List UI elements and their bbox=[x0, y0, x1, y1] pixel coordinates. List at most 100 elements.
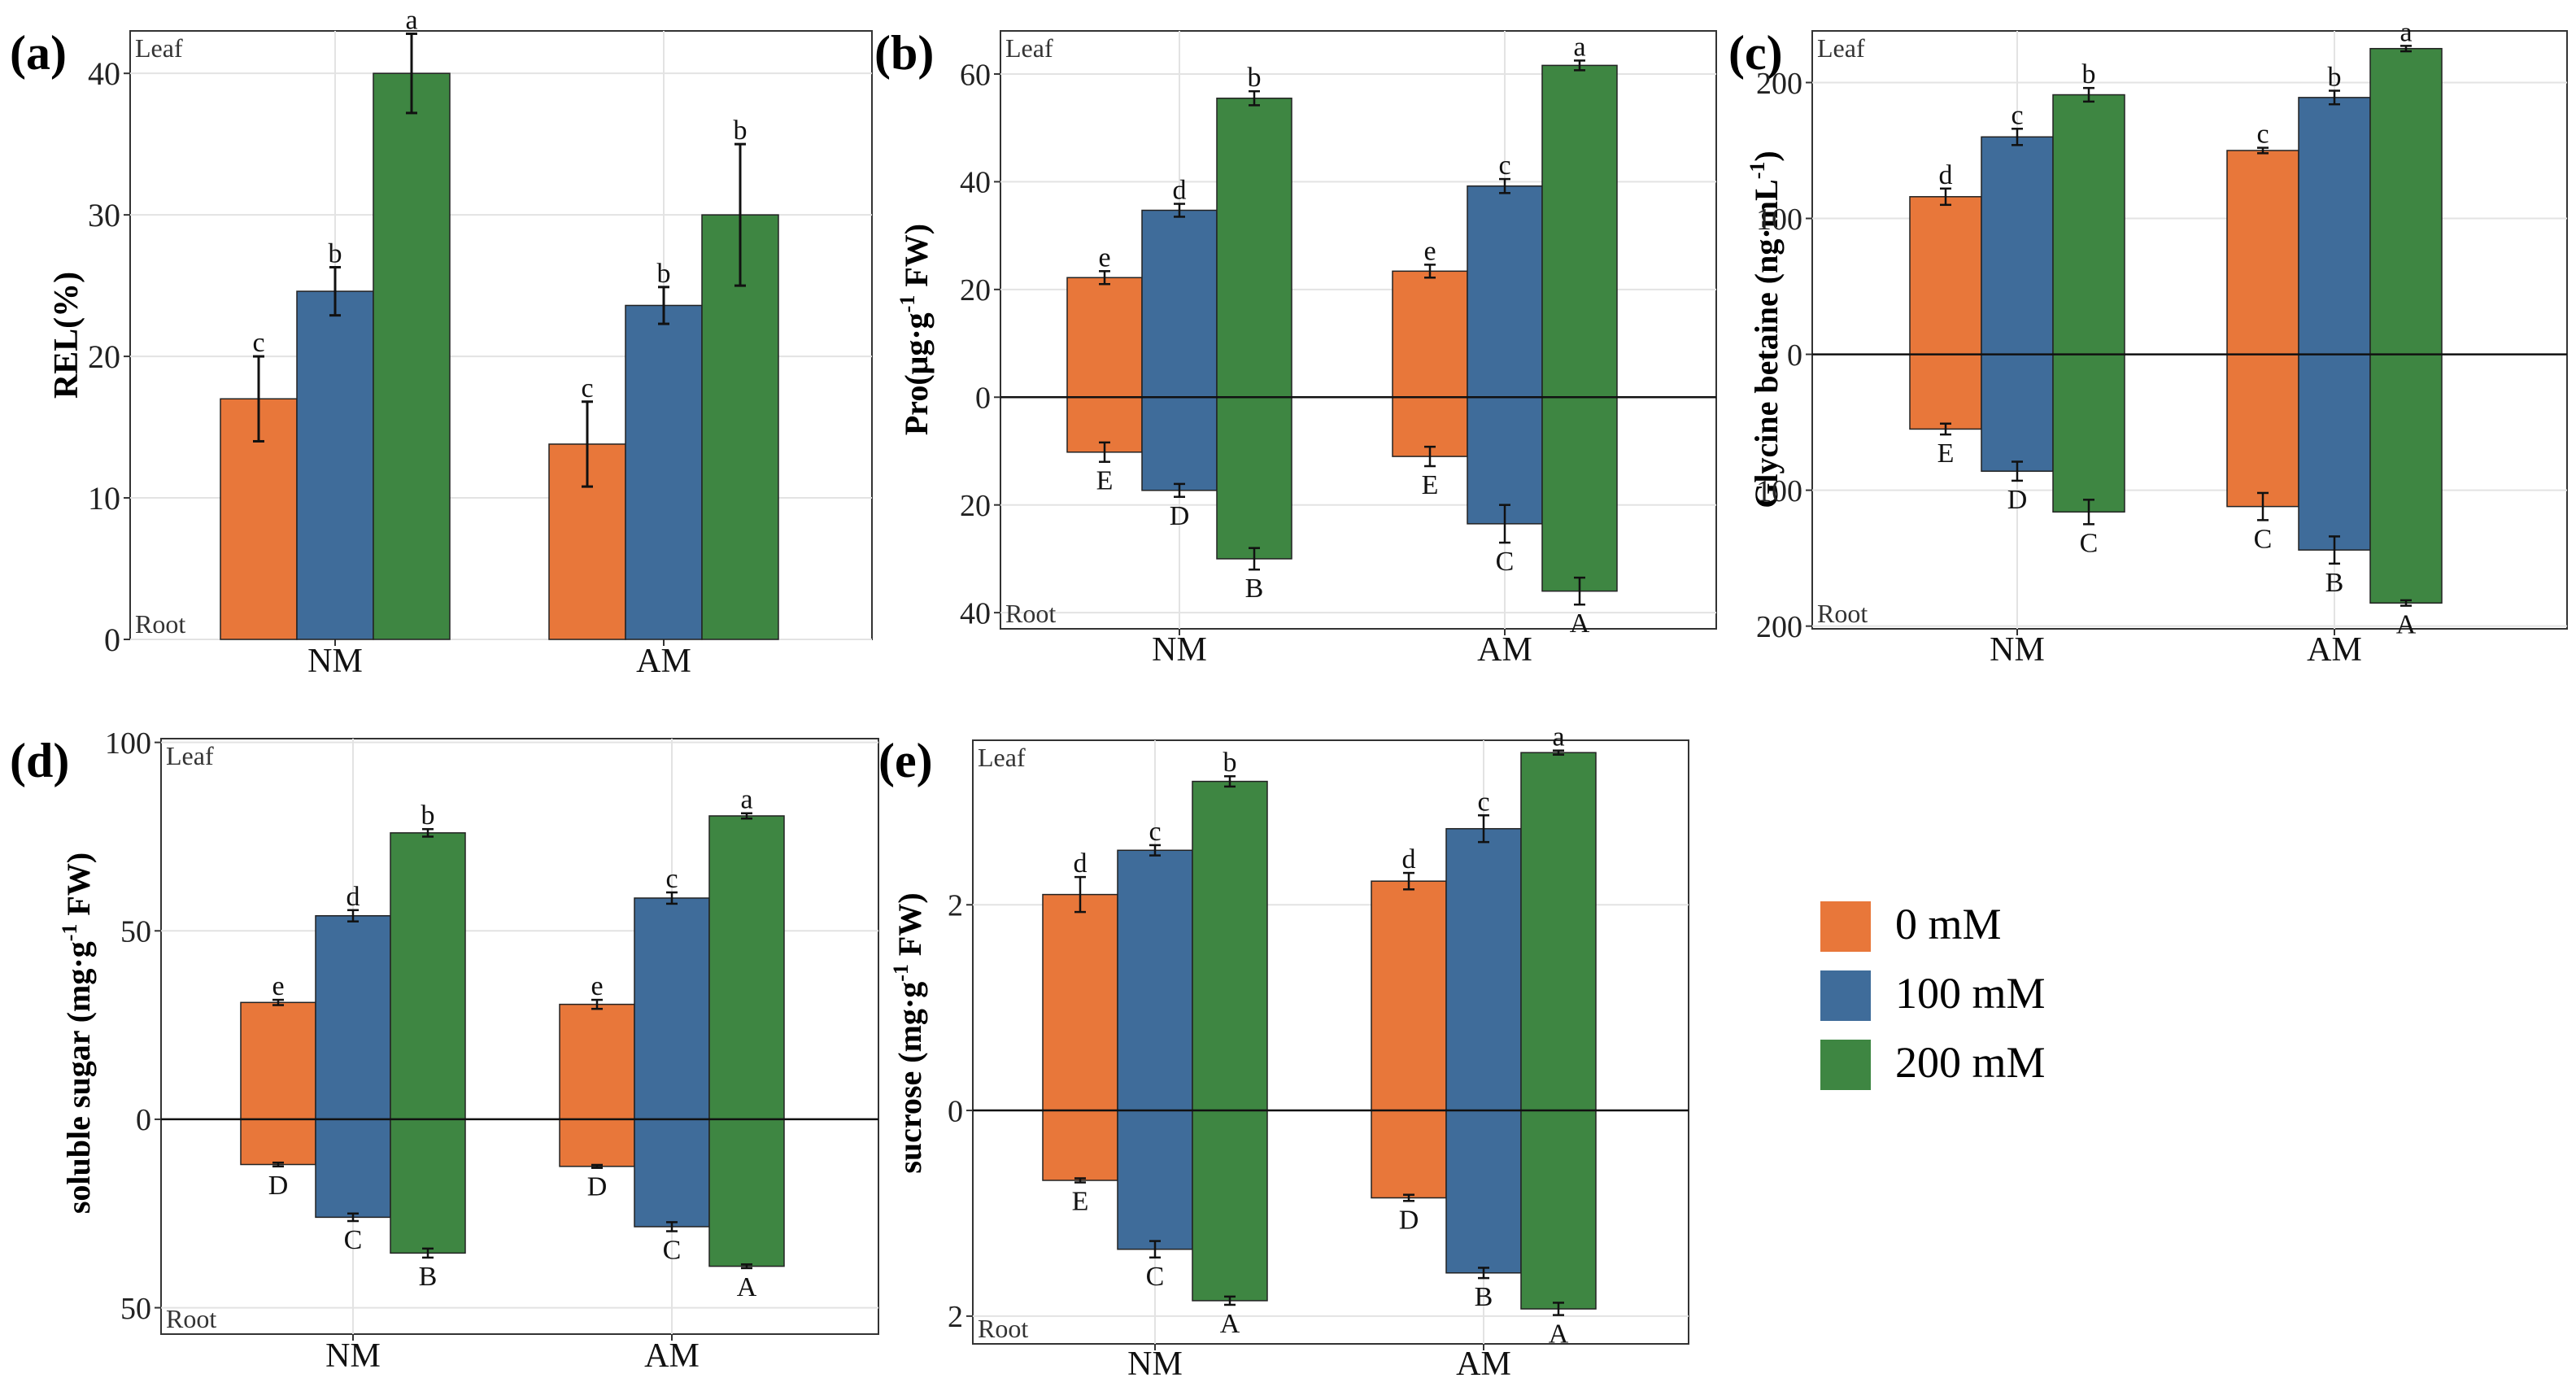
significance-letter-a: b bbox=[734, 116, 748, 146]
x-category-label-a: AM bbox=[636, 643, 691, 680]
significance-letter-root-c: A bbox=[2396, 610, 2417, 640]
significance-letter-root-b: E bbox=[1422, 470, 1439, 500]
significance-letter-leaf-c: d bbox=[1939, 160, 1953, 190]
legend-swatch-200mm bbox=[1820, 1040, 1871, 1090]
bar-e bbox=[1520, 752, 1597, 1310]
significance-letter-root-c: D bbox=[2007, 485, 2028, 515]
significance-letter-root-c: E bbox=[1937, 438, 1955, 469]
significance-letter-leaf-c: b bbox=[2328, 63, 2342, 93]
bar-d bbox=[390, 832, 466, 1254]
x-category-label-c: NM bbox=[1990, 631, 2045, 669]
panel-e-marks: 2 0 2 NM AM Leaf Root d Ed Dc Cc Bb Aa A bbox=[948, 722, 1689, 1383]
y-axis-label-c-main: Glycine betaine (ng·mL bbox=[1748, 179, 1785, 508]
bar-c bbox=[1981, 136, 2054, 472]
y-tick-label-e: 2 bbox=[948, 1300, 963, 1334]
y-tick-label-c: 200 bbox=[1756, 610, 1802, 644]
significance-letter-leaf-e: d bbox=[1074, 848, 1087, 879]
y-axis-label-b-sup: -1 bbox=[896, 295, 919, 313]
significance-letter-root-c: B bbox=[2325, 568, 2344, 598]
bar-c bbox=[2226, 150, 2299, 508]
bar-d bbox=[634, 897, 710, 1228]
significance-letter-leaf-c: b bbox=[2082, 59, 2096, 89]
significance-letter-root-e: B bbox=[1475, 1282, 1493, 1312]
bar-c bbox=[2052, 94, 2125, 513]
bar-a bbox=[296, 290, 374, 640]
significance-letter-a: c bbox=[252, 328, 264, 358]
bar-a bbox=[625, 304, 703, 640]
bar-b bbox=[1216, 98, 1292, 560]
y-tick-label-a: 30 bbox=[88, 197, 120, 233]
y-axis-label-e-tail: FW) bbox=[891, 892, 928, 964]
significance-letter-leaf-b: d bbox=[1173, 176, 1187, 206]
panel-b-marks: 40 20 0 20 40 60 NM AM Leaf Root e Ee Ed Dc Cb Ba A bbox=[960, 31, 1716, 669]
y-tick-label-a: 40 bbox=[88, 55, 120, 92]
significance-letter-root-e: D bbox=[1399, 1205, 1419, 1235]
significance-letter-root-b: A bbox=[1570, 608, 1590, 639]
significance-letter-leaf-c: c bbox=[2011, 100, 2023, 130]
significance-letter-root-e: C bbox=[1146, 1262, 1165, 1292]
significance-letter-leaf-e: c bbox=[1477, 787, 1489, 817]
legend-label-0mm: 0 mM bbox=[1895, 900, 2002, 949]
legend-swatch-100mm bbox=[1820, 970, 1871, 1021]
significance-letter-root-b: D bbox=[1170, 501, 1190, 531]
significance-letter-leaf-e: b bbox=[1223, 748, 1237, 778]
y-tick-label-c: 0 bbox=[1787, 338, 1802, 373]
y-axis-label-d: soluble sugar (mg·g-1 FW) bbox=[58, 853, 97, 1214]
x-category-label-d: AM bbox=[644, 1337, 700, 1375]
y-tick-label-c: 100 bbox=[1756, 203, 1802, 237]
panel-d-marks: 50 0 50 100 NM AM Leaf Root e De Dd Cc Cb Ba A bbox=[105, 726, 878, 1375]
y-axis-label-e: sucrose (mg·g-1 FW) bbox=[889, 892, 928, 1173]
y-axis-label-d-tail: FW) bbox=[60, 853, 97, 924]
panel-label-e: (e) bbox=[878, 734, 933, 787]
bar-e bbox=[1042, 893, 1118, 1181]
legend-label-200mm: 200 mM bbox=[1895, 1038, 2046, 1087]
significance-letter-leaf-d: a bbox=[740, 785, 752, 815]
y-axis-label-d-sup: -1 bbox=[58, 924, 81, 942]
y-tick-label-a: 0 bbox=[104, 621, 120, 658]
significance-letter-leaf-b: c bbox=[1498, 150, 1510, 181]
y-tick-label-b: 40 bbox=[960, 166, 991, 200]
x-category-label-b: NM bbox=[1152, 631, 1207, 669]
bar-d bbox=[708, 815, 785, 1267]
leaf-corner-label-e: Leaf bbox=[978, 743, 1026, 772]
y-tick-label-c: 100 bbox=[1756, 474, 1802, 508]
significance-letter-root-d: D bbox=[268, 1171, 289, 1201]
bar-a bbox=[373, 72, 451, 640]
y-tick-label-e: 0 bbox=[948, 1094, 963, 1128]
legend-swatch-0mm bbox=[1820, 901, 1871, 952]
panel-label-d: (d) bbox=[10, 734, 69, 787]
y-tick-label-d: 100 bbox=[105, 726, 151, 761]
significance-letter-root-d: A bbox=[737, 1272, 757, 1302]
y-tick-label-d: 50 bbox=[120, 1292, 151, 1326]
significance-letter-leaf-d: e bbox=[591, 971, 603, 1001]
y-axis-label-c: Glycine betaine (ng·mL-1) bbox=[1746, 150, 1785, 508]
significance-letter-leaf-d: e bbox=[272, 971, 284, 1001]
y-tick-label-b: 60 bbox=[960, 58, 991, 92]
significance-letter-root-e: E bbox=[1072, 1187, 1089, 1217]
significance-letter-root-b: C bbox=[1496, 547, 1515, 577]
root-corner-label-a: Root bbox=[135, 609, 185, 639]
panel-a-marks: 0 10 20 30 40 NM AM Leaf Root c c b b a b bbox=[88, 5, 872, 680]
leaf-corner-label-a: Leaf bbox=[135, 33, 183, 63]
bar-d bbox=[315, 914, 391, 1219]
root-corner-label-e: Root bbox=[978, 1314, 1028, 1343]
y-axis-label-e-sup: -1 bbox=[889, 964, 913, 982]
significance-letter-root-b: B bbox=[1245, 574, 1264, 604]
y-axis-label-b: Pro(μg·g-1 FW) bbox=[896, 224, 935, 435]
significance-letter-a: c bbox=[581, 373, 593, 403]
bar-d bbox=[559, 1003, 635, 1167]
significance-letter-leaf-d: c bbox=[665, 864, 678, 894]
significance-letter-leaf-b: a bbox=[1573, 32, 1585, 62]
y-tick-label-b: 0 bbox=[975, 382, 991, 416]
y-tick-label-b: 20 bbox=[960, 489, 991, 523]
bar-e bbox=[1117, 849, 1193, 1250]
y-axis-label-d-main: soluble sugar (mg·g bbox=[60, 941, 97, 1214]
bar-d bbox=[240, 1001, 316, 1166]
legend-label-100mm: 100 mM bbox=[1895, 969, 2046, 1018]
bar-b bbox=[1066, 277, 1143, 453]
y-axis-label-c-tail: ) bbox=[1748, 150, 1785, 161]
significance-letter-root-d: C bbox=[344, 1225, 363, 1255]
significance-letter-leaf-b: e bbox=[1423, 236, 1436, 266]
